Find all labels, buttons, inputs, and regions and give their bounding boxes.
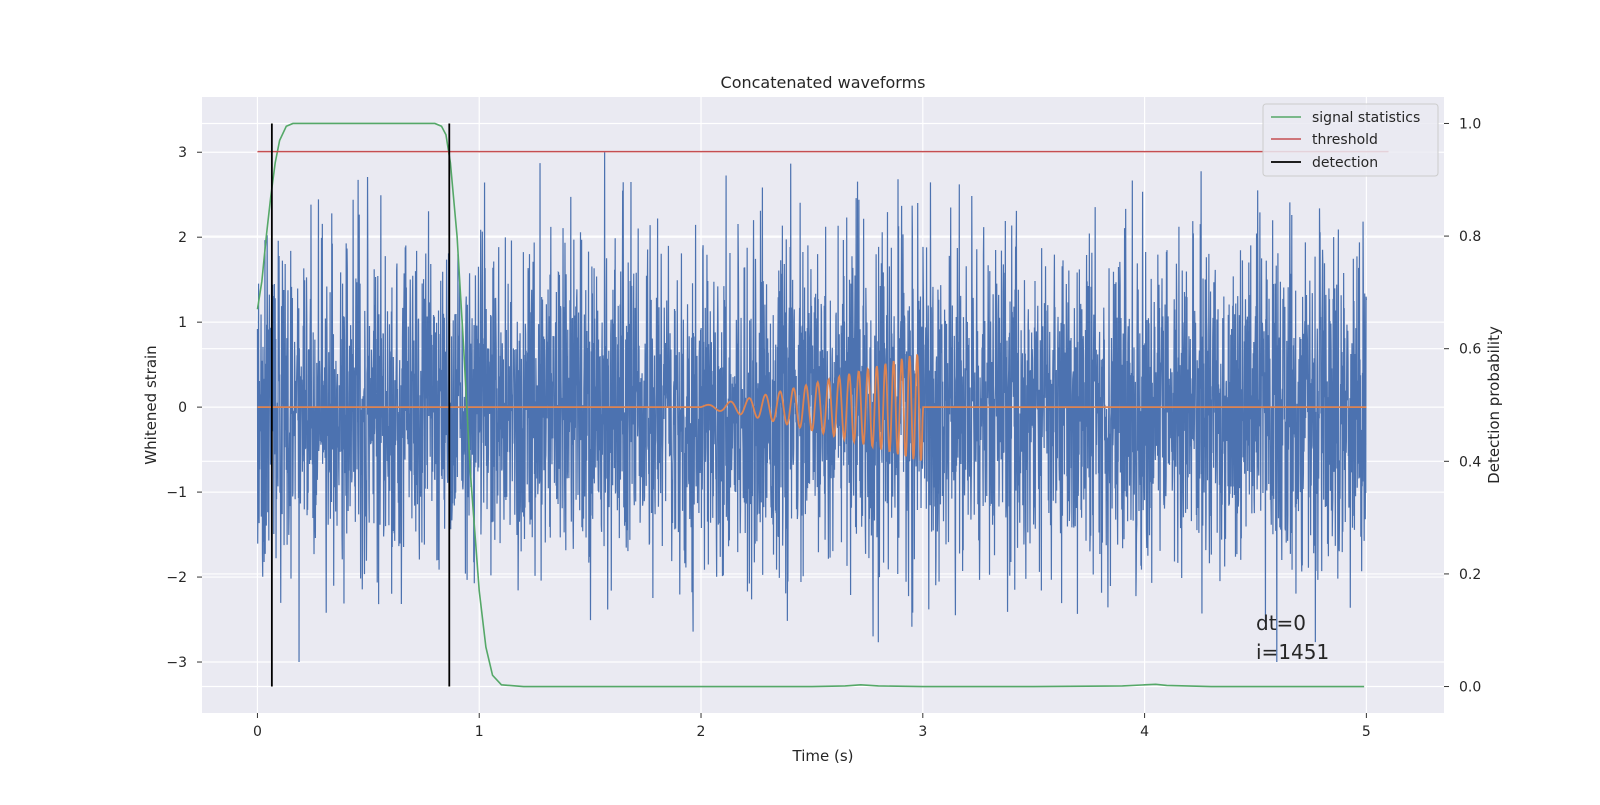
- annotation-index: i=1451: [1256, 640, 1329, 664]
- y-axis-title: Whitened strain: [142, 345, 160, 464]
- y-right-tick-label: 0.0: [1459, 680, 1481, 696]
- y-tick-label: 0: [178, 400, 187, 416]
- injected-chirp-series: [257, 354, 1367, 461]
- x-tick-label: 4: [1140, 724, 1149, 740]
- y-tick-label: 3: [178, 145, 187, 161]
- legend-label-threshold: threshold: [1312, 132, 1378, 148]
- x-tick-label: 0: [253, 724, 262, 740]
- legend-label-signal-statistics: signal statistics: [1312, 110, 1420, 126]
- data-series: [256, 122, 1389, 688]
- x-axis-title: Time (s): [792, 747, 854, 765]
- legend: signal statistics threshold detection: [1262, 103, 1439, 177]
- chart-title: Concatenated waveforms: [721, 73, 926, 92]
- y-tick-label: 2: [178, 230, 187, 246]
- y-tick-label: −1: [166, 485, 187, 501]
- y-tick-label: 1: [178, 315, 187, 331]
- whitened-strain-series: [256, 152, 1367, 663]
- y-right-tick-label: 0.8: [1459, 229, 1481, 245]
- signal-statistics-series: [256, 122, 1365, 688]
- annotation-dt: dt=0: [1256, 611, 1306, 635]
- x-tick-label: 1: [475, 724, 484, 740]
- legend-box: [1262, 103, 1439, 177]
- axes: 0 1 2 3 4 5 −3 −2 −1 0 1 2 3 0.0 0.2 0.4 0.6 0.8 1.0: [166, 116, 1481, 740]
- y-axis-right-title: Detection probability: [1485, 326, 1503, 484]
- y-tick-label: −3: [166, 655, 187, 671]
- y-right-tick-label: 0.4: [1459, 454, 1481, 470]
- y-right-tick-label: 1.0: [1459, 116, 1481, 132]
- x-tick-label: 2: [697, 724, 706, 740]
- x-tick-label: 5: [1362, 724, 1371, 740]
- y-tick-label: −2: [166, 570, 187, 586]
- y-right-tick-label: 0.2: [1459, 567, 1481, 583]
- y-right-tick-label: 0.6: [1459, 342, 1481, 358]
- legend-label-detection: detection: [1312, 155, 1378, 171]
- x-tick-label: 3: [918, 724, 927, 740]
